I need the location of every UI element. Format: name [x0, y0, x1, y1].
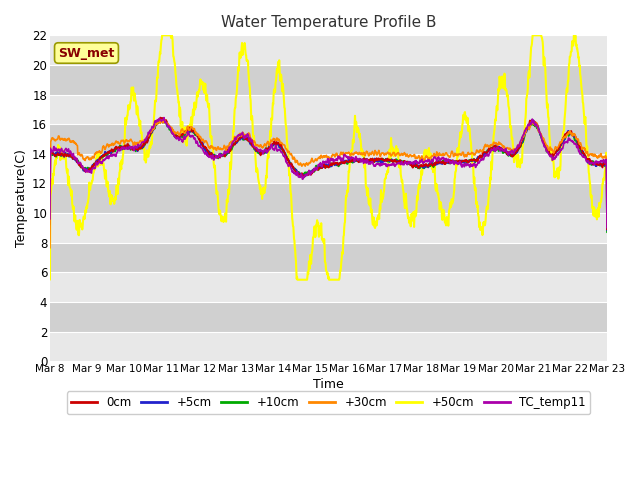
Legend: 0cm, +5cm, +10cm, +30cm, +50cm, TC_temp11: 0cm, +5cm, +10cm, +30cm, +50cm, TC_temp1…: [67, 392, 590, 414]
+50cm: [294, 277, 301, 283]
+5cm: [305, 171, 312, 177]
Bar: [50, 213, 607, 243]
0cm: [294, 171, 302, 177]
Line: +10cm: +10cm: [50, 120, 607, 232]
+5cm: [112, 144, 120, 150]
TC_temp11: [364, 156, 371, 162]
0cm: [156, 115, 164, 120]
Bar: [50, 65, 607, 95]
Bar: [50, 36, 607, 65]
TC_temp11: [46, 216, 54, 222]
Line: 0cm: 0cm: [50, 118, 607, 229]
Title: Water Temperature Profile B: Water Temperature Profile B: [221, 15, 436, 30]
+10cm: [159, 117, 167, 122]
+30cm: [46, 245, 54, 251]
Bar: [50, 302, 607, 332]
Line: +50cm: +50cm: [50, 36, 607, 280]
Bar: [50, 272, 607, 302]
+5cm: [89, 162, 97, 168]
TC_temp11: [112, 153, 120, 159]
0cm: [46, 220, 54, 226]
+10cm: [283, 154, 291, 160]
Text: SW_met: SW_met: [58, 47, 115, 60]
+5cm: [364, 157, 371, 163]
+50cm: [294, 277, 302, 283]
Line: +5cm: +5cm: [50, 118, 607, 230]
+5cm: [46, 220, 54, 226]
Bar: [50, 95, 607, 124]
0cm: [603, 227, 611, 232]
Bar: [50, 124, 607, 154]
TC_temp11: [160, 115, 168, 120]
+5cm: [283, 154, 291, 159]
+5cm: [603, 228, 611, 233]
+10cm: [294, 169, 302, 175]
TC_temp11: [89, 165, 97, 171]
+50cm: [112, 197, 120, 203]
TC_temp11: [294, 173, 302, 179]
+30cm: [305, 162, 312, 168]
+10cm: [603, 229, 611, 235]
0cm: [305, 171, 312, 177]
TC_temp11: [283, 160, 291, 166]
TC_temp11: [305, 170, 312, 176]
+30cm: [294, 161, 302, 167]
Y-axis label: Temperature(C): Temperature(C): [15, 149, 28, 247]
+5cm: [294, 171, 302, 177]
+50cm: [283, 132, 291, 138]
+10cm: [112, 147, 120, 153]
+30cm: [603, 207, 611, 213]
Line: +30cm: +30cm: [50, 120, 607, 248]
Line: TC_temp11: TC_temp11: [50, 118, 607, 228]
+10cm: [364, 158, 371, 164]
+50cm: [603, 157, 611, 163]
+50cm: [305, 267, 312, 273]
Bar: [50, 243, 607, 272]
+30cm: [161, 117, 168, 122]
+10cm: [46, 222, 54, 228]
+50cm: [89, 172, 97, 178]
+30cm: [364, 149, 371, 155]
+10cm: [89, 164, 97, 169]
0cm: [89, 164, 97, 170]
0cm: [112, 145, 120, 151]
+10cm: [305, 170, 312, 176]
0cm: [364, 156, 371, 162]
X-axis label: Time: Time: [313, 378, 344, 391]
Bar: [50, 332, 607, 361]
+30cm: [283, 146, 291, 152]
+50cm: [158, 33, 166, 38]
+30cm: [89, 155, 97, 161]
Bar: [50, 183, 607, 213]
Bar: [50, 154, 607, 183]
+50cm: [46, 277, 54, 283]
+5cm: [157, 115, 165, 121]
+50cm: [364, 185, 371, 191]
+30cm: [112, 139, 120, 145]
TC_temp11: [603, 225, 611, 231]
0cm: [283, 154, 291, 160]
